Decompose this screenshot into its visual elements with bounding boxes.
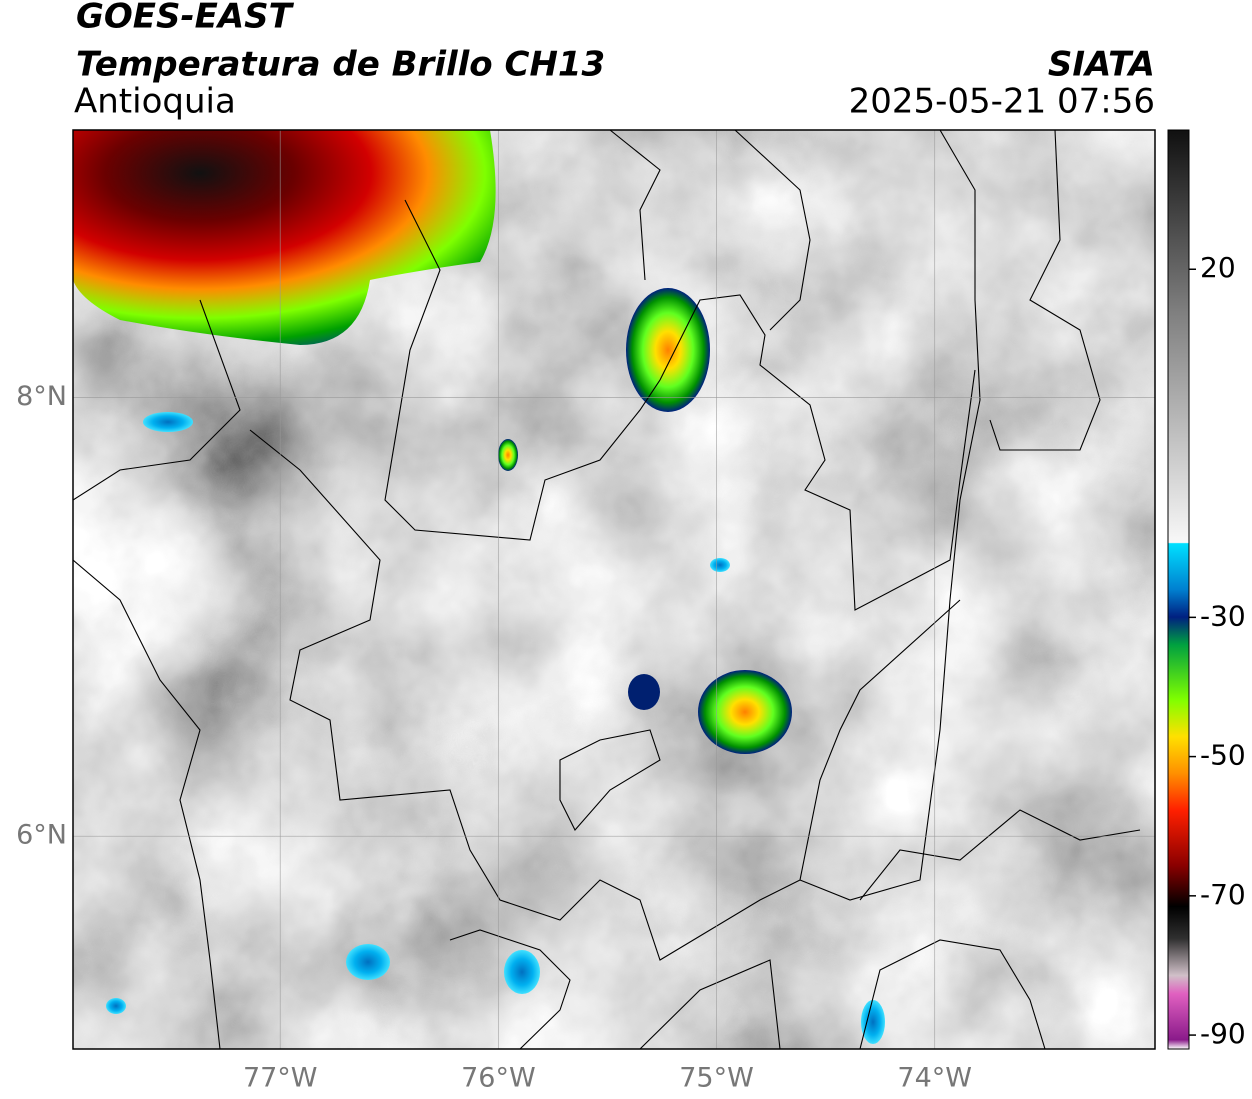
colorbar-tick-label: -30 bbox=[1200, 599, 1246, 632]
cold-cloud bbox=[143, 412, 193, 432]
cold-cloud bbox=[628, 674, 660, 710]
x-tick-label: 76°W bbox=[461, 1063, 536, 1094]
x-tick-label: 77°W bbox=[243, 1063, 318, 1094]
cold-cloud bbox=[504, 950, 540, 994]
cold-cloud bbox=[106, 998, 126, 1014]
cold-cloud bbox=[861, 1000, 885, 1044]
y-tick-label: 8°N bbox=[16, 381, 67, 412]
department-border bbox=[73, 559, 661, 1049]
department-border bbox=[449, 809, 1141, 1049]
datetime: 2025-05-21 07:56 bbox=[849, 82, 1155, 122]
colorbar bbox=[1167, 129, 1190, 1050]
subtitle: Temperatura de Brillo CH13 bbox=[76, 45, 605, 85]
y-tick-label: 6°N bbox=[16, 820, 67, 851]
storm-cell bbox=[73, 130, 496, 345]
department-border bbox=[73, 299, 961, 961]
colorbar-tick-label: -90 bbox=[1200, 1017, 1246, 1050]
map-frame bbox=[72, 129, 1156, 1050]
map-area bbox=[73, 130, 1155, 1049]
colorbar-tick-label: -50 bbox=[1200, 739, 1246, 772]
cold-cloud bbox=[710, 558, 730, 572]
grid bbox=[73, 130, 1155, 1049]
storm-cell bbox=[498, 439, 518, 471]
source: SIATA bbox=[1048, 45, 1155, 85]
cold-cloud bbox=[346, 944, 390, 980]
title: GOES-EAST bbox=[76, 0, 295, 37]
x-tick-label: 75°W bbox=[679, 1063, 754, 1094]
storm-cell bbox=[626, 288, 710, 412]
department-border bbox=[609, 130, 1101, 901]
colorbar-tick-label: 20 bbox=[1200, 251, 1236, 284]
department-border bbox=[384, 199, 976, 611]
storm-cell bbox=[698, 670, 792, 754]
x-tick-label: 74°W bbox=[897, 1063, 972, 1094]
colorbar-tick-label: -70 bbox=[1200, 878, 1246, 911]
region: Antioquia bbox=[74, 82, 236, 122]
